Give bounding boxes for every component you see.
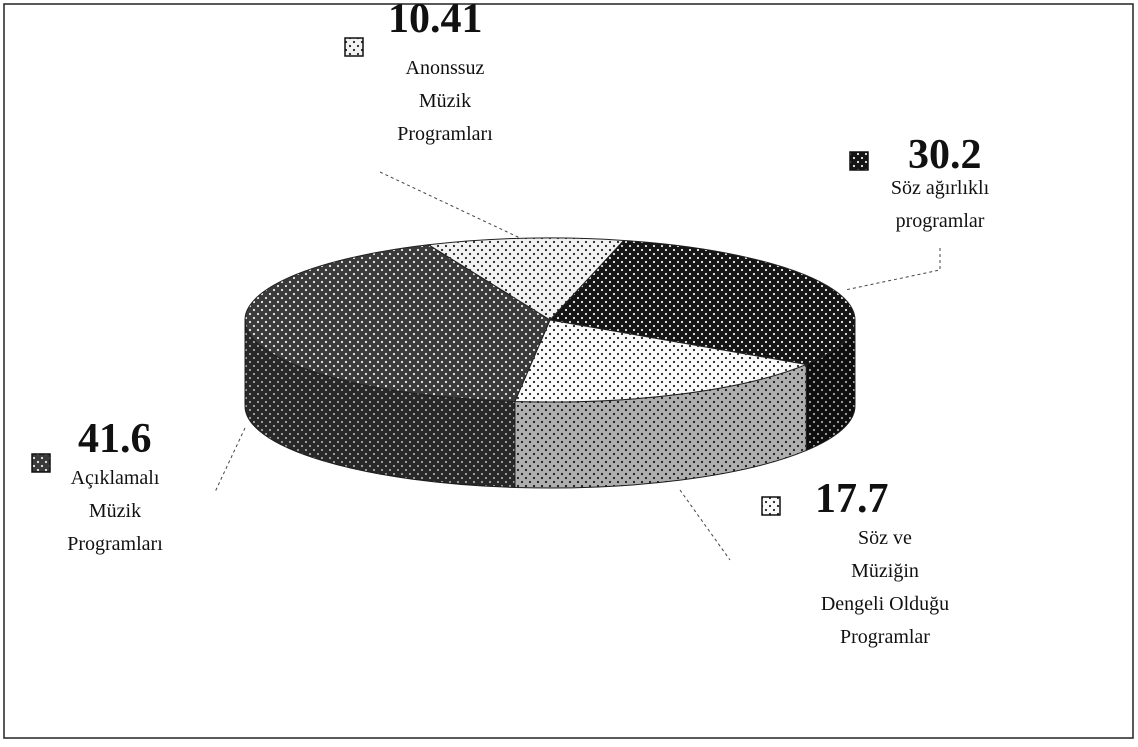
frame xyxy=(3,3,1134,739)
slice xyxy=(244,244,551,402)
slice-side-shade xyxy=(514,364,807,488)
legend-swatch xyxy=(344,37,364,57)
slice-label: Anonssuz Müzik Programları xyxy=(397,57,493,145)
leader-line xyxy=(679,489,731,561)
legend-swatch xyxy=(849,151,869,171)
leader-line xyxy=(214,427,246,493)
slice xyxy=(426,237,625,321)
pie-sides xyxy=(244,319,856,489)
slice-label: Söz ağırlıklı programlar xyxy=(890,177,990,232)
slice-side-shade xyxy=(245,320,515,488)
value-label: 30.2 xyxy=(908,132,982,178)
slice-label: Açıklamalı Müzik Programları xyxy=(67,467,163,555)
value-label: 17.7 xyxy=(815,476,889,522)
value-label: 10.41 xyxy=(388,0,483,42)
slice xyxy=(549,239,856,365)
value-label: 41.6 xyxy=(78,416,152,462)
legend-swatch xyxy=(761,496,781,516)
leader-line xyxy=(844,248,941,291)
leader-line xyxy=(379,171,521,239)
slice xyxy=(514,319,809,403)
slice-label: Söz ve Müziğin Dengeli Olduğu Programlar xyxy=(820,527,950,648)
slice-side-shade xyxy=(806,320,855,451)
pie-tops xyxy=(244,237,856,403)
legend-swatch xyxy=(31,453,51,473)
